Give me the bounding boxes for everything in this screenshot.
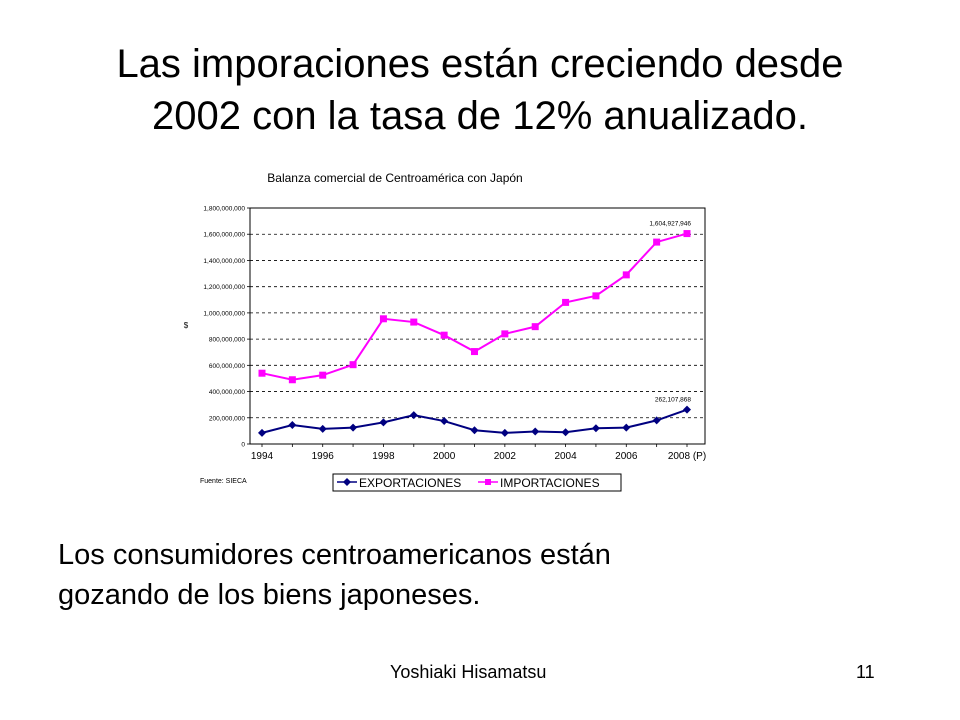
y-tick-label: 1,000,000,000 [203, 310, 245, 317]
body-text: Los consumidores centroamericanos están … [58, 535, 918, 615]
data-point [440, 331, 448, 339]
data-point [319, 371, 327, 379]
y-tick-label: 1,200,000,000 [203, 284, 245, 291]
legend-import-marker [485, 479, 491, 485]
legend-export-label: EXPORTACIONES [359, 476, 461, 490]
slide-title-line1: Las imporaciones están creciendo desde [116, 42, 844, 86]
data-point [653, 238, 661, 246]
data-point [349, 423, 358, 432]
data-point [592, 292, 600, 300]
y-tick-label: 1,600,000,000 [203, 232, 245, 239]
data-point [531, 323, 539, 331]
data-point [440, 417, 449, 426]
data-point [410, 318, 418, 326]
data-point [622, 271, 630, 279]
source-note: Fuente: SIECA [200, 478, 247, 485]
y-tick-label: 0 [241, 442, 245, 449]
data-point [561, 428, 570, 437]
data-point [288, 376, 296, 384]
series-line-importaciones [261, 232, 688, 381]
legend-import-label: IMPORTACIONES [500, 476, 600, 490]
data-point [562, 298, 570, 306]
page-number: 11 [856, 662, 875, 682]
data-point [470, 426, 479, 435]
chart-svg: Balanza comercial de Centroamérica con J… [184, 171, 706, 492]
data-point [258, 428, 266, 437]
data-point [471, 348, 478, 356]
data-label: 262,107,868 [655, 397, 692, 404]
legend-box [332, 473, 622, 492]
data-point [318, 424, 327, 433]
x-tick-label: 2000 [433, 451, 456, 462]
x-tick-label: 2002 [494, 451, 517, 462]
x-tick-label: 2004 [554, 451, 577, 462]
data-point [591, 424, 600, 433]
y-tick-label: 1,400,000,000 [203, 258, 245, 265]
data-point [622, 423, 631, 432]
legend-export-marker [343, 478, 351, 486]
legend: EXPORTACIONES IMPORTACIONES [332, 473, 622, 492]
data-point [379, 315, 387, 323]
data-point [409, 411, 418, 420]
y-tick-label: 1,800,000,000 [203, 206, 245, 213]
plot-area [249, 207, 706, 445]
data-point [652, 416, 661, 425]
x-tick-label: 2006 [615, 451, 638, 462]
chart-title: Balanza comercial de Centroamérica con J… [267, 171, 522, 185]
x-tick-label: 2008 (P) [668, 451, 706, 462]
data-point [379, 418, 388, 427]
footer-author: Yoshiaki Hisamatsu [390, 662, 547, 682]
data-point [500, 428, 509, 437]
body-text-line1: Los consumidores centroamericanos están [58, 539, 611, 571]
body-text-line2: gozando de los biens japoneses. [58, 579, 481, 611]
y-tick-label: 200,000,000 [209, 415, 246, 422]
data-point [531, 427, 540, 436]
x-tick-label: 1994 [251, 451, 274, 462]
y-tick-label: 600,000,000 [209, 363, 246, 370]
y-tick-label: 800,000,000 [209, 337, 246, 344]
y-axis-label: $ [184, 321, 189, 330]
data-point [258, 369, 266, 377]
x-tick-label: 1996 [312, 451, 335, 462]
trade-balance-chart: Balanza comercial de Centroamérica con J… [160, 160, 730, 500]
data-point [349, 361, 357, 369]
data-point [501, 330, 509, 338]
y-tick-label: 400,000,000 [209, 389, 246, 396]
data-point [683, 405, 691, 414]
data-point [288, 420, 297, 429]
slide-title-line2: 2002 con la tasa de 12% anualizado. [151, 94, 809, 138]
slide-title: Las imporaciones están creciendo desde 2… [40, 38, 920, 142]
x-tick-label: 1998 [372, 451, 395, 462]
data-point [683, 230, 691, 238]
data-label: 1,604,927,946 [649, 221, 691, 228]
